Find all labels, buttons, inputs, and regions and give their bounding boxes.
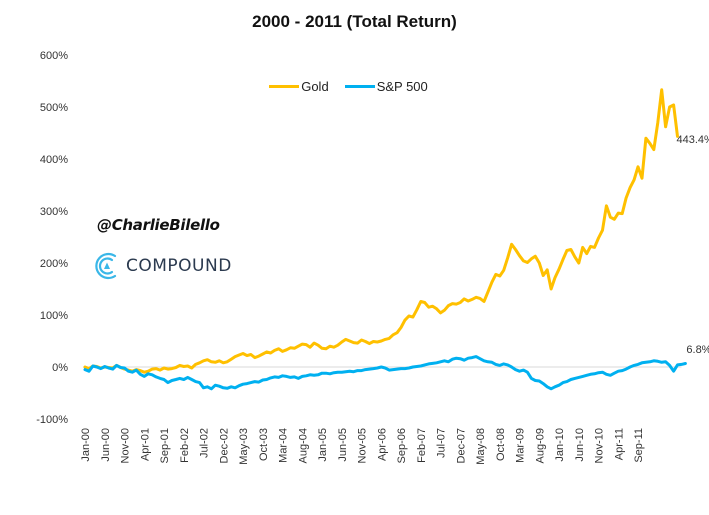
x-tick-label: Mar-09 bbox=[515, 428, 527, 463]
legend-item-sp500: S&P 500 bbox=[344, 79, 428, 94]
x-tick-label: Apr-06 bbox=[376, 428, 388, 461]
x-tick-label: Jun-05 bbox=[337, 428, 349, 462]
chart-title: 2000 - 2011 (Total Return) bbox=[252, 12, 457, 31]
x-tick-label: Feb-02 bbox=[179, 428, 191, 463]
legend-label-gold: Gold bbox=[301, 79, 329, 94]
x-tick-label: May-03 bbox=[238, 428, 250, 465]
x-tick-label: Nov-10 bbox=[594, 428, 606, 463]
gold-series-line bbox=[83, 88, 679, 374]
legend-item-gold: Gold bbox=[269, 79, 329, 94]
legend-swatch-sp500 bbox=[344, 85, 375, 88]
author-handle: @CharlieBilello bbox=[97, 216, 220, 234]
y-tick-label: 200% bbox=[40, 258, 68, 270]
x-tick-label: Sep-06 bbox=[396, 428, 408, 463]
x-tick-label: Jul-07 bbox=[436, 428, 448, 458]
sp500-end-label: 6.8% bbox=[686, 344, 709, 357]
x-tick-label: Jun-10 bbox=[574, 428, 586, 462]
x-tick-label: Mar-04 bbox=[278, 428, 290, 463]
x-tick-label: Aug-04 bbox=[297, 428, 309, 463]
y-tick-label: 0% bbox=[52, 362, 68, 374]
x-tick-label: Nov-05 bbox=[357, 428, 369, 463]
x-tick-label: Dec-02 bbox=[218, 428, 230, 463]
series-layer bbox=[83, 88, 687, 391]
x-tick-label: Aug-09 bbox=[534, 428, 546, 463]
y-tick-label: 300% bbox=[40, 206, 68, 218]
x-tick-label: Dec-07 bbox=[455, 428, 467, 463]
x-tick-label: Jul-02 bbox=[199, 428, 211, 458]
brand-logo: COMPOUND bbox=[94, 251, 232, 281]
x-tick-label: Jun-00 bbox=[100, 428, 112, 462]
x-tick-label: Nov-00 bbox=[120, 428, 132, 463]
y-tick-label: 400% bbox=[40, 154, 68, 166]
x-tick-label: May-08 bbox=[475, 428, 487, 465]
legend-label-sp500: S&P 500 bbox=[376, 79, 428, 94]
x-tick-label: Apr-11 bbox=[613, 428, 625, 460]
legend-swatch-gold bbox=[269, 85, 300, 88]
gold-end-label: 443.4% bbox=[676, 134, 709, 147]
x-tick-label: Apr-01 bbox=[139, 428, 151, 461]
brand-name: COMPOUND bbox=[126, 256, 232, 276]
x-tick-label: Oct-03 bbox=[258, 428, 270, 461]
y-axis: -100% 0% 100% 200% 300% 400% 500% 600% bbox=[36, 50, 68, 426]
x-tick-label: Jan-00 bbox=[80, 428, 92, 462]
x-axis: Jan-00 Jun-00 Nov-00 Apr-01 Sep-01 Feb-02 Jul-… bbox=[80, 428, 645, 465]
compound-logo-icon bbox=[95, 252, 117, 280]
legend: Gold S&P 500 bbox=[0, 79, 703, 94]
x-tick-label: Sep-01 bbox=[159, 428, 171, 463]
y-tick-label: 500% bbox=[40, 102, 68, 114]
x-tick-label: Feb-07 bbox=[416, 428, 428, 463]
sp500-series-line bbox=[83, 355, 687, 391]
x-tick-label: Oct-08 bbox=[495, 428, 507, 461]
y-tick-label: 100% bbox=[40, 310, 68, 322]
x-tick-label: Jan-05 bbox=[317, 428, 329, 462]
x-tick-label: Jan-10 bbox=[554, 428, 566, 462]
y-tick-label: 600% bbox=[40, 50, 68, 62]
x-tick-label: Sep-11 bbox=[633, 428, 645, 463]
y-tick-label: -100% bbox=[36, 414, 68, 426]
